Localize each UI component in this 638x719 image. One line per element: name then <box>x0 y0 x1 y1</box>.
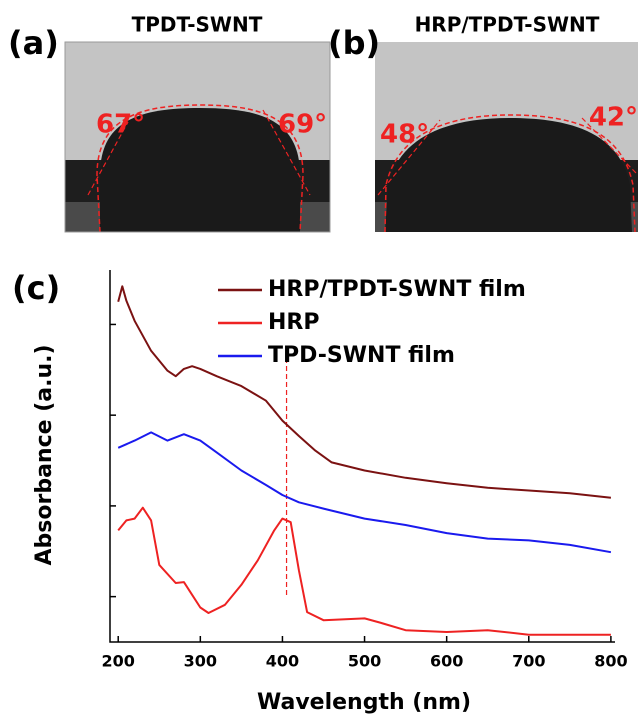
contact-angle: 69° <box>278 110 327 140</box>
contact-angle: 48° <box>380 120 429 150</box>
panel-label: (a) <box>8 24 59 62</box>
photo-frame <box>64 41 331 233</box>
contact-angle: 67° <box>96 110 145 140</box>
photo-b <box>375 42 638 232</box>
x-tick-label: 700 <box>512 652 545 671</box>
legend-label: HRP <box>268 310 319 335</box>
series-line <box>117 506 611 636</box>
series-line <box>117 285 612 499</box>
x-tick-label: 400 <box>266 652 299 671</box>
x-tick-label: 800 <box>594 652 627 671</box>
series-line <box>117 431 612 554</box>
panel-label: (c) <box>12 269 60 307</box>
panel-title: HRP/TPDT-SWNT <box>415 13 600 37</box>
x-tick-label: 300 <box>184 652 217 671</box>
panel-title: TPDT-SWNT <box>132 13 263 37</box>
y-axis-label: Absorbance (a.u.) <box>32 344 57 565</box>
x-tick-label: 500 <box>348 652 381 671</box>
contact-angle: 42° <box>589 103 638 133</box>
axes <box>109 270 615 643</box>
x-tick-label: 200 <box>102 652 135 671</box>
legend-label: TPD-SWNT film <box>268 343 455 368</box>
legend-label: HRP/TPDT-SWNT film <box>268 277 526 302</box>
photo-a <box>65 42 330 232</box>
x-tick-label: 600 <box>430 652 463 671</box>
panel-label: (b) <box>328 24 380 62</box>
x-axis-label: Wavelength (nm) <box>257 690 471 715</box>
